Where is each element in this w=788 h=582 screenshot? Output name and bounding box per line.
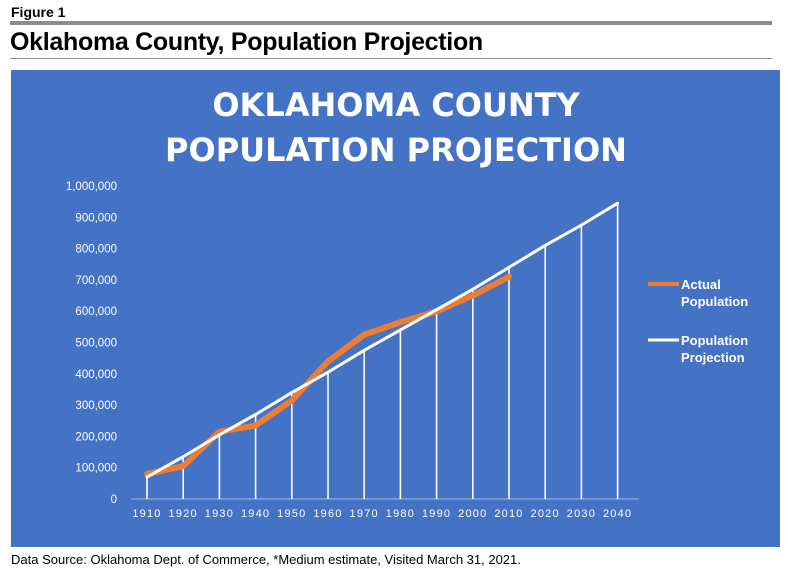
x-tick-label: 2000	[458, 508, 487, 520]
y-tick-label: 800,000	[75, 244, 117, 256]
x-tick-label: 1970	[350, 508, 379, 520]
legend-label: Projection	[681, 350, 745, 365]
x-tick-label: 1920	[169, 508, 198, 520]
x-tick-label: 1980	[386, 508, 415, 520]
x-tick-label: 2030	[567, 508, 596, 520]
y-axis: 0 100,000 200,000 300,000 400,000 500,000 600,…	[66, 181, 117, 506]
population-projection-line	[145, 201, 620, 479]
y-tick-label: 900,000	[75, 212, 117, 224]
legend-label: Actual	[681, 277, 721, 292]
x-tick-label: 2040	[603, 508, 632, 520]
y-tick-label: 600,000	[75, 306, 117, 318]
x-tick-label: 2020	[531, 508, 560, 520]
y-tick-label: 0	[111, 494, 117, 506]
chart-title-line-2: POPULATION PROJECTION	[165, 131, 627, 169]
chart-panel: OKLAHOMA COUNTY POPULATION PROJECTION 0 1…	[11, 70, 780, 547]
x-axis: 1910 1920 1930 1940 1950 1960 1970 1980 1990 2000…	[131, 498, 639, 520]
title-rule	[10, 58, 772, 59]
chart-title-line-1: OKLAHOMA COUNTY	[212, 86, 580, 124]
top-rule	[10, 21, 772, 25]
x-tick-label: 1940	[241, 508, 270, 520]
legend: Actual Population Population Projection	[648, 277, 748, 365]
y-tick-label: 300,000	[75, 400, 117, 412]
chart: OKLAHOMA COUNTY POPULATION PROJECTION 0 1…	[66, 86, 748, 520]
legend-label: Population	[681, 333, 748, 348]
x-tick-label: 1950	[277, 508, 306, 520]
x-tick-label: 1960	[313, 508, 342, 520]
y-tick-label: 200,000	[75, 431, 117, 443]
y-tick-label: 500,000	[75, 338, 117, 350]
figure-title: Oklahoma County, Population Projection	[10, 28, 483, 56]
y-tick-label: 100,000	[75, 463, 117, 475]
y-tick-label: 700,000	[75, 275, 117, 287]
x-tick-label: 1990	[422, 508, 451, 520]
figure-label: Figure 1	[11, 4, 66, 20]
x-tick-label: 1910	[132, 508, 161, 520]
x-tick-label: 1930	[205, 508, 234, 520]
y-tick-label: 1,000,000	[66, 181, 117, 193]
series-layer	[144, 201, 620, 479]
data-source-note: Data Source: Oklahoma Dept. of Commerce,…	[11, 552, 521, 567]
legend-label: Population	[681, 294, 748, 309]
projection-drop-lines	[146, 203, 619, 499]
x-tick-label: 2010	[494, 508, 523, 520]
y-tick-label: 400,000	[75, 369, 117, 381]
